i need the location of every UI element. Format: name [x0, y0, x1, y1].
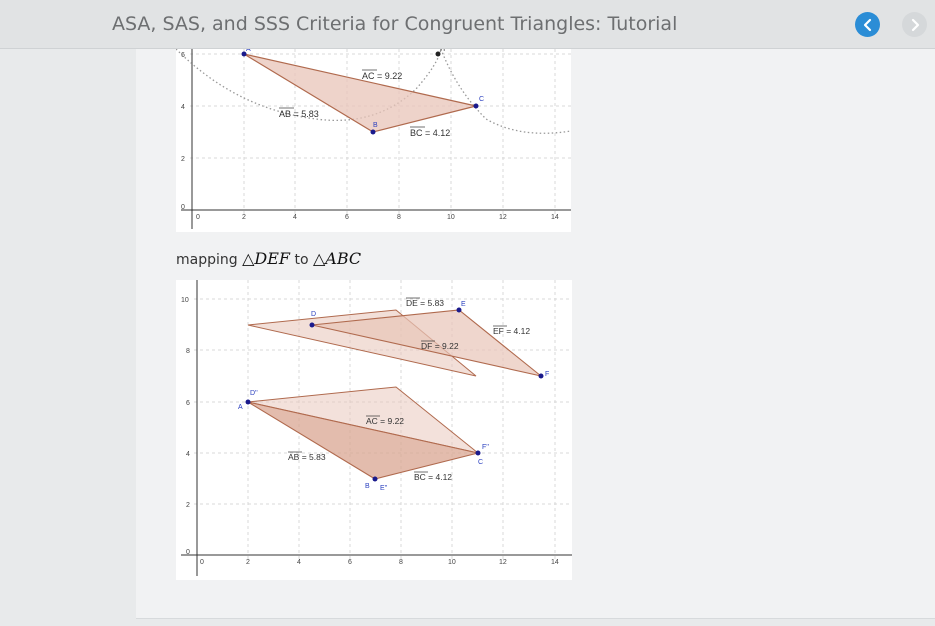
x-tick: 4 [293, 214, 297, 221]
x-tick: 0 [196, 214, 200, 221]
mapping-caption: mapping △DEF to △ABC [176, 249, 361, 268]
label-d-double-prime: D'' [250, 390, 258, 397]
caption-to-word: to [294, 252, 309, 268]
label-a: A [246, 49, 251, 53]
y-tick: 2 [186, 502, 190, 509]
tutorial-panel: 0 2 4 6 8 10 12 14 0 2 4 6 [136, 46, 935, 619]
y-tick: 10 [181, 297, 189, 304]
point-d [309, 322, 315, 328]
segment-label-bc: BC = 4.12 [410, 128, 450, 138]
point-e [456, 307, 462, 313]
x-tick: 12 [499, 214, 507, 221]
label-c: C [479, 96, 484, 103]
segment-label-df: DF = 9.22 [421, 341, 459, 351]
label-d: D [311, 311, 316, 318]
graph-mapping: 0 2 4 6 8 10 12 14 0 2 4 6 8 10 [176, 280, 572, 580]
x-tick: 10 [447, 214, 455, 221]
x-tick: 2 [246, 559, 250, 566]
x-tick: 2 [242, 214, 246, 221]
chevron-right-icon [911, 18, 919, 31]
label-h: H [440, 49, 445, 53]
segment-label-ac: AC = 9.22 [362, 71, 402, 81]
caption-prefix: mapping [176, 252, 238, 268]
x-tick: 6 [345, 214, 349, 221]
next-button[interactable] [902, 12, 927, 37]
x-tick: 6 [348, 559, 352, 566]
x-tick: 10 [448, 559, 456, 566]
graph-triangle-abc: 0 2 4 6 8 10 12 14 0 2 4 6 [175, 46, 572, 232]
y-tick: 6 [186, 400, 190, 407]
x-tick: 8 [397, 214, 401, 221]
point-a [241, 51, 247, 57]
point-b [372, 476, 378, 482]
x-tick: 8 [399, 559, 403, 566]
segment-label-ab: AB = 5.83 [279, 109, 319, 119]
label-f: F [545, 371, 549, 378]
y-tick: 4 [181, 104, 185, 111]
label-a: A [238, 404, 243, 411]
triangle-def [311, 309, 542, 377]
page-title: ASA, SAS, and SSS Criteria for Congruent… [112, 13, 678, 35]
construction-arc [440, 48, 572, 134]
y-tick: 0 [186, 549, 190, 556]
point-h [435, 51, 441, 57]
y-tick: 0 [181, 204, 185, 211]
segment-label-bc: BC = 4.12 [414, 472, 452, 482]
point-f [538, 373, 544, 379]
x-tick: 12 [499, 559, 507, 566]
y-tick: 2 [181, 156, 185, 163]
point-a [245, 399, 251, 405]
point-c [473, 103, 479, 109]
y-tick: 8 [186, 348, 190, 355]
label-e-double-prime: E'' [380, 485, 387, 492]
label-b: B [365, 483, 370, 490]
point-c [475, 450, 481, 456]
previous-button[interactable] [855, 12, 880, 37]
caption-from-triangle: △DEF [242, 249, 291, 268]
label-f-double-prime: F'' [482, 444, 489, 451]
segment-label-ab: AB = 5.83 [288, 452, 326, 462]
x-tick: 0 [200, 559, 204, 566]
triangle-abc [243, 53, 477, 133]
label-c: C [478, 459, 483, 466]
chevron-left-icon [863, 18, 871, 31]
content-area: 0 2 4 6 8 10 12 14 0 2 4 6 [112, 46, 935, 626]
triangle-abc [247, 401, 479, 480]
segment-label-de: DE = 5.83 [406, 298, 444, 308]
label-b: B [373, 122, 378, 129]
x-tick: 4 [297, 559, 301, 566]
x-tick: 14 [551, 559, 559, 566]
segment-label-ac: AC = 9.22 [366, 416, 404, 426]
y-tick: 4 [186, 451, 190, 458]
point-b [370, 129, 376, 135]
label-e: E [461, 301, 466, 308]
caption-to-triangle: △ABC [312, 249, 362, 268]
top-bar: ASA, SAS, and SSS Criteria for Congruent… [0, 0, 935, 49]
x-tick: 14 [551, 214, 559, 221]
segment-label-ef: EF = 4.12 [493, 326, 530, 336]
